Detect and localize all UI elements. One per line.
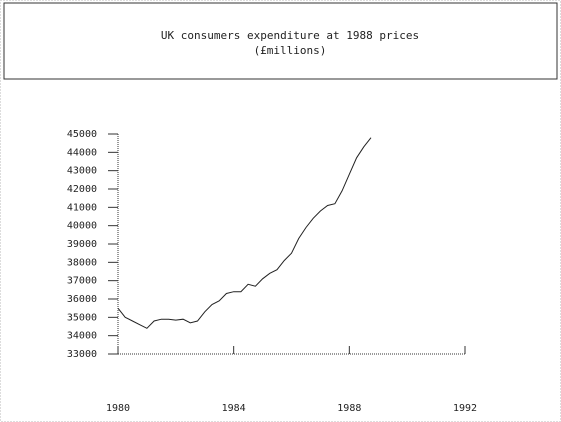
y-tick-label: 34000 [67,331,97,342]
y-tick-label: 37000 [67,276,97,287]
x-tick-label: 1992 [453,403,477,414]
y-tick-label: 45000 [67,129,97,140]
y-tick-label: 35000 [67,312,97,323]
title-box [3,2,558,80]
y-tick-label: 40000 [67,221,97,232]
line-series [117,137,372,329]
x-tick-label: 1984 [222,403,246,414]
y-tick-label: 39000 [67,239,97,250]
chart-subtitle: (£millions) [254,44,327,57]
y-tick-label: 43000 [67,166,97,177]
y-tick-label: 41000 [67,202,97,213]
y-tick-label: 33000 [67,349,97,360]
y-tick-label: 42000 [67,184,97,195]
y-tick-label: 44000 [67,147,97,158]
y-tick-label: 36000 [67,294,97,305]
y-tick-label: 38000 [67,257,97,268]
x-tick-label: 1980 [106,403,130,414]
x-tick-label: 1988 [337,403,361,414]
chart-title: UK consumers expenditure at 1988 prices [161,29,419,42]
